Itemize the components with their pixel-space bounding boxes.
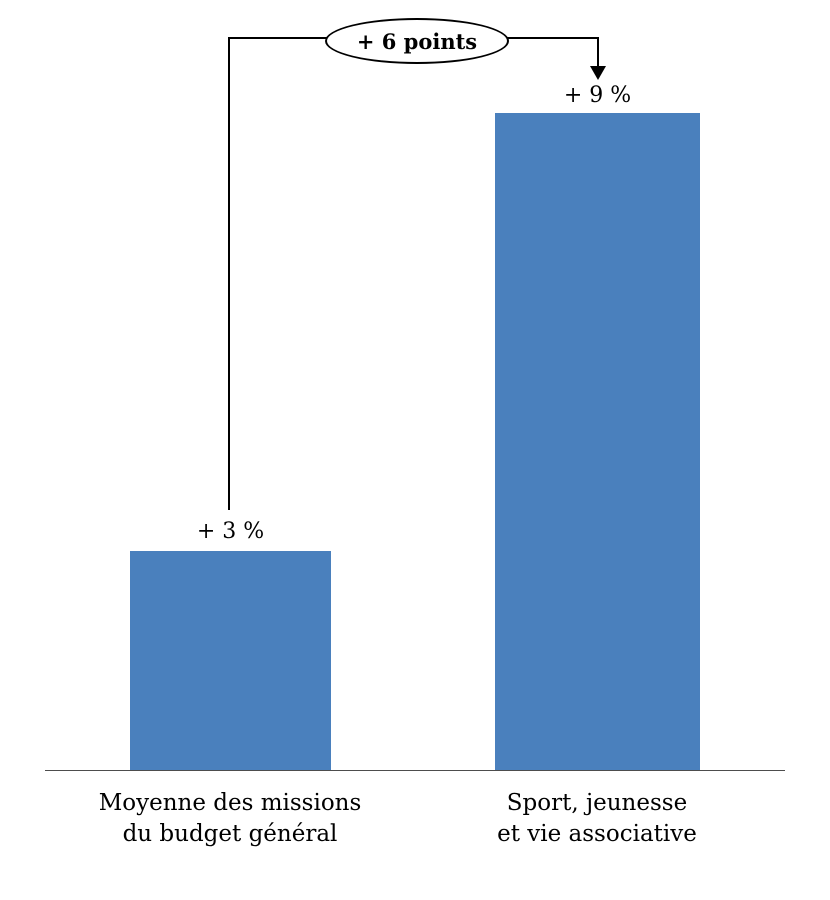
difference-annotation-bubble: + 6 points — [325, 18, 509, 64]
category-label-right: Sport, jeunesse et vie associative — [497, 790, 697, 848]
difference-annotation-label: + 6 points — [356, 28, 478, 54]
connector-left-vertical-line — [228, 37, 230, 510]
bar-value-label-right: + 9 % — [563, 83, 632, 108]
x-axis-line — [45, 770, 785, 771]
arrow-down-icon — [590, 66, 606, 80]
bar-1 — [495, 113, 700, 770]
category-label-left: Moyenne des missions du budget général — [98, 790, 362, 848]
bar-value-label-left: + 3 % — [196, 519, 265, 544]
bar-0 — [130, 551, 331, 770]
connector-right-vertical-line — [597, 37, 599, 68]
